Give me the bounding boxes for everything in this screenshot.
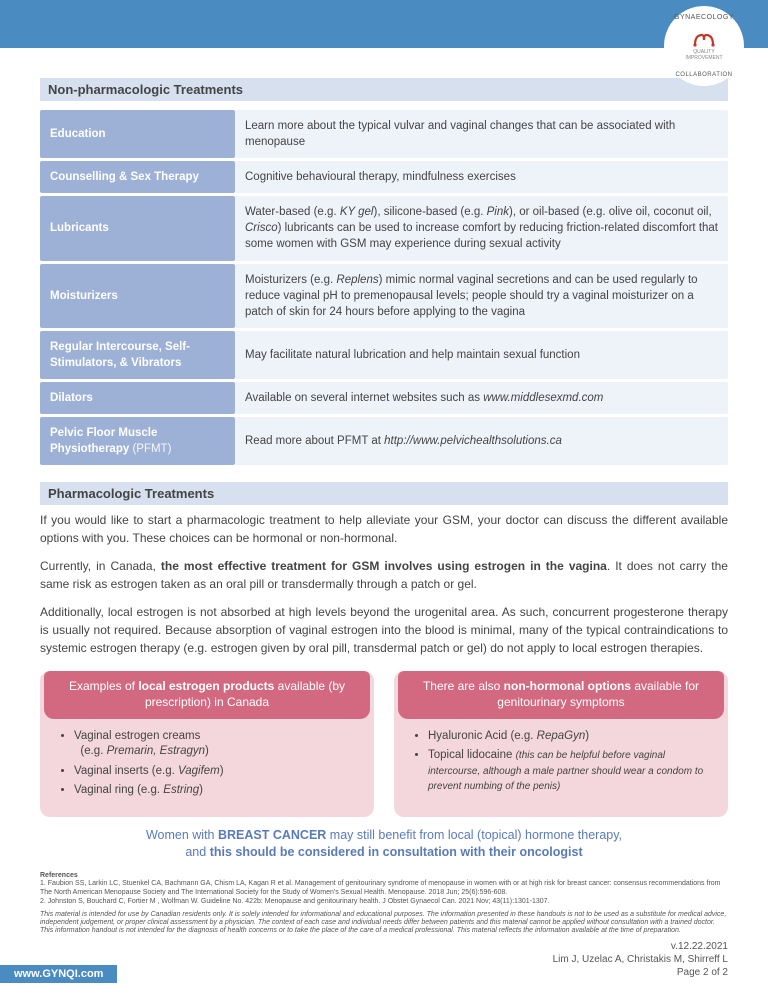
table-row: Regular Intercourse, Self-Stimulators, &… (40, 331, 728, 379)
footer-page: Page 2 of 2 (677, 967, 728, 978)
row-value: Learn more about the typical vulvar and … (235, 110, 728, 158)
list-item: Vaginal ring (e.g. Estring) (74, 783, 356, 799)
box-estrogen: Examples of local estrogen products avai… (40, 671, 374, 816)
footer-website: www.GYNQI.com (0, 965, 117, 983)
table-row: EducationLearn more about the typical vu… (40, 110, 728, 158)
table-row: LubricantsWater-based (e.g. KY gel), sil… (40, 196, 728, 260)
row-value: Water-based (e.g. KY gel), silicone-base… (235, 196, 728, 260)
row-label: Moisturizers (40, 264, 235, 328)
box-nonhormonal-body: Hyaluronic Acid (e.g. RepaGyn) Topical li… (394, 719, 728, 813)
page-footer: www.GYNQI.com v.12.22.2021 Lim J, Uzelac… (0, 940, 768, 983)
list-item: Hyaluronic Acid (e.g. RepaGyn) (428, 729, 710, 745)
list-item: Vaginal estrogen creams (e.g. Premarin, … (74, 729, 356, 760)
section-title-pharm: Pharmacologic Treatments (40, 482, 728, 505)
pharm-para-3: Additionally, local estrogen is not abso… (40, 603, 728, 657)
references-head: References (40, 872, 78, 879)
box-estrogen-head: Examples of local estrogen products avai… (44, 671, 370, 718)
row-label: Counselling & Sex Therapy (40, 161, 235, 193)
list-item: Vaginal inserts (e.g. Vagifem) (74, 764, 356, 780)
box-nonhormonal: There are also non-hormonal options avai… (394, 671, 728, 816)
table-row: DilatorsAvailable on several internet we… (40, 382, 728, 414)
row-value: May facilitate natural lubrication and h… (235, 331, 728, 379)
row-value: Available on several internet websites s… (235, 382, 728, 414)
references: References 1. Faubion SS, Larkin LC, Stu… (0, 872, 768, 907)
table-row: Counselling & Sex TherapyCognitive behav… (40, 161, 728, 193)
pharm-para-2: Currently, in Canada, the most effective… (40, 557, 728, 593)
top-banner: GYNAECOLOGY QUALITY IMPROVEMENT COLLABOR… (0, 0, 768, 48)
row-value: Read more about PFMT at http://www.pelvi… (235, 417, 728, 465)
brand-logo: GYNAECOLOGY QUALITY IMPROVEMENT COLLABOR… (664, 6, 744, 86)
list-item: Topical lidocaine (this can be helpful b… (428, 748, 710, 795)
row-value: Cognitive behavioural therapy, mindfulne… (235, 161, 728, 193)
section-title-nonpharm: Non-pharmacologic Treatments (40, 78, 728, 101)
row-value: Moisturizers (e.g. Replens) mimic normal… (235, 264, 728, 328)
table-row: Pelvic Floor Muscle Physiotherapy (PFMT)… (40, 417, 728, 465)
footer-authors: Lim J, Uzelac A, Christakis M, Shirreff … (553, 954, 728, 965)
breast-cancer-note: Women with BREAST CANCER may still benef… (40, 827, 728, 862)
logo-text-bot: COLLABORATION (675, 72, 732, 78)
row-label: Regular Intercourse, Self-Stimulators, &… (40, 331, 235, 379)
row-label: Dilators (40, 382, 235, 414)
logo-text-mid2: IMPROVEMENT (685, 55, 722, 61)
table-row: MoisturizersMoisturizers (e.g. Replens) … (40, 264, 728, 328)
footer-meta: v.12.22.2021 Lim J, Uzelac A, Christakis… (553, 940, 768, 983)
reference-1: 1. Faubion SS, Larkin LC, Stuenkel CA, B… (40, 880, 721, 896)
pharm-para-1: If you would like to start a pharmacolog… (40, 511, 728, 547)
row-label: Education (40, 110, 235, 158)
footer-version: v.12.22.2021 (671, 941, 728, 952)
row-label: Pelvic Floor Muscle Physiotherapy (PFMT) (40, 417, 235, 465)
logo-icon (690, 31, 718, 49)
logo-text-top: GYNAECOLOGY (674, 14, 734, 21)
nonpharm-table: EducationLearn more about the typical vu… (40, 107, 728, 468)
disclaimer: This material is intended for use by Can… (0, 907, 768, 936)
product-boxes: Examples of local estrogen products avai… (40, 671, 728, 816)
row-label: Lubricants (40, 196, 235, 260)
box-nonhormonal-head: There are also non-hormonal options avai… (398, 671, 724, 718)
box-estrogen-body: Vaginal estrogen creams (e.g. Premarin, … (40, 719, 374, 817)
reference-2: 2. Johnston S, Bouchard C, Fortier M , W… (40, 898, 549, 905)
page-content: Non-pharmacologic Treatments EducationLe… (0, 48, 768, 862)
